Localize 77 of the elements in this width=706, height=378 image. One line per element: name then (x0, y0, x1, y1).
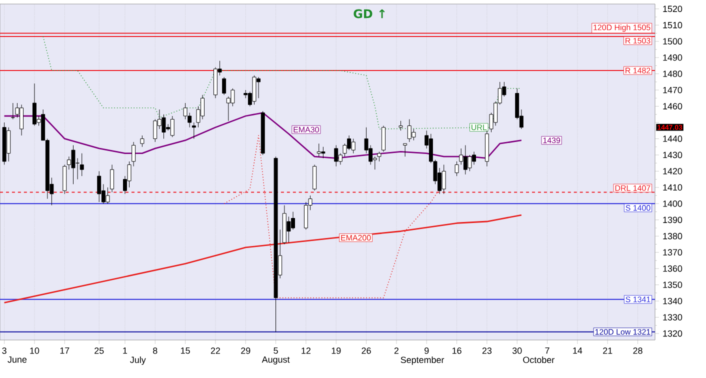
y-tick-label: 1430 (663, 152, 682, 158)
candlestick (412, 128, 416, 141)
x2-tick-label: August (262, 356, 290, 364)
candlestick (170, 116, 174, 138)
y-tick-label: 1400 (663, 200, 682, 207)
y-tick-label: 1360 (663, 265, 682, 272)
candlestick (230, 88, 235, 107)
y-tick-label: 1500 (663, 38, 682, 45)
x2-tick-label: July (130, 356, 146, 365)
x-tick-label: 19 (332, 348, 341, 354)
x-tick-label: 28 (633, 348, 642, 354)
candlestick (351, 138, 356, 154)
x-tick-label: 8 (153, 348, 158, 354)
candlestick (321, 146, 326, 158)
y-tick-label: 1420 (663, 168, 682, 174)
candlestick (140, 135, 144, 148)
candlestick (106, 187, 110, 204)
x-tick-label: 5 (274, 348, 278, 354)
y-tick-label: 1350 (663, 282, 682, 288)
candlestick (192, 122, 196, 139)
candlestick (80, 153, 84, 176)
y-tick-label: 1490 (663, 54, 682, 61)
y-tick-label: 1480 (663, 70, 682, 77)
x2-tick-label: September (400, 356, 444, 365)
candlestick (110, 164, 114, 193)
y-tick-label: 1440 (663, 136, 682, 142)
candlestick (222, 76, 226, 96)
x-tick-label: 3 (2, 348, 6, 354)
x2-tick-label: October (523, 356, 554, 364)
y-tick-label: 1380 (663, 232, 682, 240)
candlestick (183, 102, 188, 120)
candlestick (286, 216, 291, 243)
candlestick (442, 164, 446, 194)
x-tick-label: 1 (123, 348, 128, 354)
x-tick-label: 16 (452, 348, 462, 354)
candlestick (468, 154, 472, 172)
x-tick-label: 10 (30, 348, 40, 354)
y-tick-label: 1510 (663, 22, 682, 28)
annotation: GD ↑ (354, 9, 385, 18)
x-tick-label: 17 (60, 348, 70, 354)
x-tick-label: 26 (362, 348, 371, 354)
y-tick-label: 1340 (663, 298, 682, 304)
x-tick-label: 9 (424, 348, 429, 354)
y-tick-label: 1410 (663, 184, 682, 191)
y-tick-label: 1520 (663, 6, 682, 12)
candlestick (382, 125, 386, 152)
candlestick (403, 143, 408, 157)
candlestick (407, 118, 412, 142)
x-tick-label: 25 (94, 348, 104, 354)
y-tick-label: 1460 (663, 103, 682, 110)
candlestick (71, 144, 76, 184)
candlestick (398, 120, 403, 131)
y-tick-label: 1390 (663, 216, 682, 224)
candlestick (6, 127, 11, 162)
y-tick-label: 1320 (663, 330, 682, 337)
candlestick (334, 144, 338, 167)
x-tick-label: 12 (302, 348, 310, 354)
candlestick (97, 170, 102, 202)
candlestick (316, 143, 321, 157)
y-tick-label: 1370 (663, 249, 682, 256)
candlestick (153, 118, 158, 142)
candlestick (132, 142, 136, 167)
x-tick-label: 14 (573, 348, 582, 354)
y-tick-label: 1470 (663, 86, 682, 94)
x-tick-label: 29 (241, 348, 250, 354)
candlestick (377, 151, 382, 162)
x-tick-label: 23 (482, 348, 492, 354)
x2-tick-label: June (8, 356, 27, 363)
y-tick-label: 1330 (663, 314, 682, 320)
candlestick (454, 161, 459, 176)
x-tick-label: 30 (512, 348, 522, 354)
x-tick-label: 22 (210, 348, 220, 354)
x-tick-label: 7 (545, 348, 550, 354)
x-tick-label: 15 (181, 348, 190, 354)
candlestick (312, 164, 317, 191)
x-tick-label: 21 (603, 348, 612, 354)
x-tick-label: 2 (394, 348, 398, 354)
